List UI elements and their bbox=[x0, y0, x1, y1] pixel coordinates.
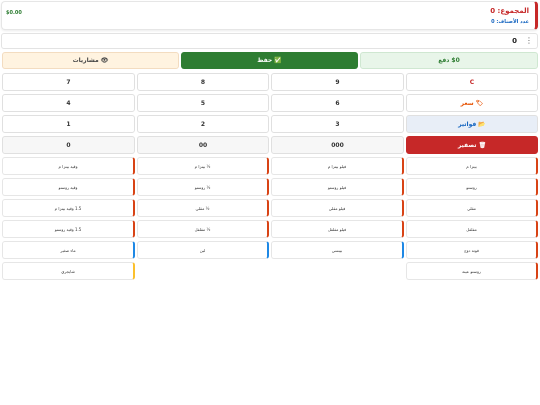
keypad-9[interactable]: 9 bbox=[271, 73, 404, 91]
product-item[interactable]: فيلو مقلي bbox=[271, 199, 404, 217]
keypad-4[interactable]: 4 bbox=[2, 94, 135, 112]
item-count-label: عدد الأصناف: 0 bbox=[491, 19, 529, 25]
reset-button[interactable]: 🗑 تصفير bbox=[406, 136, 538, 154]
product-item[interactable]: مفلفل bbox=[406, 220, 538, 238]
keypad-6[interactable]: 6 bbox=[271, 94, 404, 112]
display-value: 0 bbox=[512, 37, 517, 45]
keypad-5[interactable]: 5 bbox=[137, 94, 269, 112]
product-item[interactable]: ½ بيتزا م bbox=[137, 157, 269, 175]
keypad-000[interactable]: 000 bbox=[271, 136, 404, 154]
product-item[interactable]: فيلو بيتزا م bbox=[271, 157, 404, 175]
purchases-button[interactable]: 👁 مشاريات bbox=[2, 52, 179, 69]
keypad-3[interactable]: 3 bbox=[271, 115, 404, 133]
product-item[interactable]: ½ مقلي bbox=[137, 199, 269, 217]
total-amount: $0.00 bbox=[6, 10, 22, 16]
product-item[interactable]: بيتزا م bbox=[406, 157, 538, 175]
save-button[interactable]: ✅ حفظ bbox=[181, 52, 358, 69]
product-item[interactable]: فيلو مفلفل bbox=[271, 220, 404, 238]
more-menu-icon[interactable]: ⋮ bbox=[525, 36, 533, 45]
product-item[interactable]: روستو عينة bbox=[406, 262, 538, 280]
clear-button[interactable]: C bbox=[406, 73, 538, 91]
product-item[interactable]: 1.5 وقية بيتزا م bbox=[2, 199, 135, 217]
amount-display: 0 ⋮ bbox=[1, 33, 538, 49]
product-item[interactable]: ½ مفلفل bbox=[137, 220, 269, 238]
keypad-00[interactable]: 00 bbox=[137, 136, 269, 154]
product-item[interactable]: فيلو روستو bbox=[271, 178, 404, 196]
keypad-8[interactable]: 8 bbox=[137, 73, 269, 91]
product-item[interactable]: وقية روستو bbox=[2, 178, 135, 196]
product-item[interactable]: مقلي bbox=[406, 199, 538, 217]
pay-button[interactable]: $0 دفع bbox=[360, 52, 538, 69]
invoices-button[interactable]: 📂 فواتير bbox=[406, 115, 538, 133]
product-item[interactable]: وقية بيتزا م bbox=[2, 157, 135, 175]
keypad-1[interactable]: 1 bbox=[2, 115, 135, 133]
product-item[interactable]: فوتة دوج bbox=[406, 241, 538, 259]
order-summary-header: المجموع: 0 عدد الأصناف: 0 $0.00 bbox=[1, 1, 538, 30]
total-label: المجموع: 0 bbox=[490, 7, 529, 15]
product-item[interactable]: لبن bbox=[137, 241, 269, 259]
keypad-0[interactable]: 0 bbox=[2, 136, 135, 154]
keypad-7[interactable]: 7 bbox=[2, 73, 135, 91]
product-item[interactable]: روستو bbox=[406, 178, 538, 196]
product-item[interactable]: بيبسي bbox=[271, 241, 404, 259]
product-item[interactable]: 1.5 وقية روستو bbox=[2, 220, 135, 238]
price-button[interactable]: 🏷 سعر bbox=[406, 94, 538, 112]
product-item[interactable]: ماء صغير bbox=[2, 241, 135, 259]
keypad-2[interactable]: 2 bbox=[137, 115, 269, 133]
product-item[interactable]: شايجري bbox=[2, 262, 135, 280]
product-item[interactable]: ½ روستو bbox=[137, 178, 269, 196]
